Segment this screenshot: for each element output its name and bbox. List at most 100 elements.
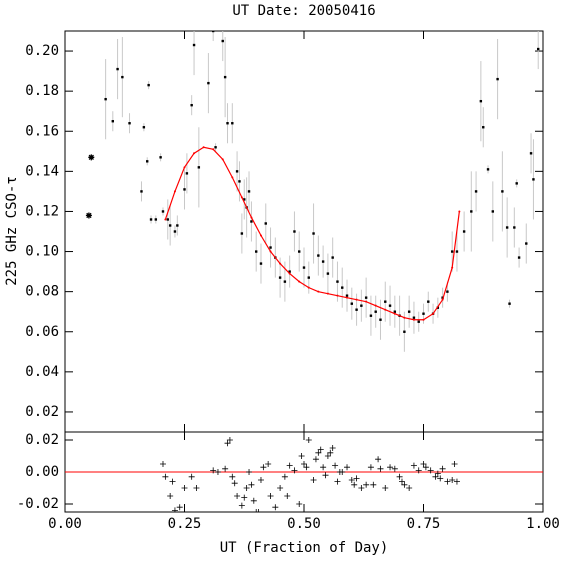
residual-point bbox=[231, 480, 238, 487]
data-point bbox=[513, 226, 516, 229]
data-point bbox=[166, 218, 169, 221]
residual-point bbox=[391, 465, 398, 472]
fit-point bbox=[384, 308, 387, 311]
residual-point bbox=[370, 481, 377, 488]
x-tick-label: 0.50 bbox=[287, 516, 321, 532]
data-point bbox=[146, 160, 149, 163]
y-tick-label: 0.08 bbox=[25, 284, 59, 300]
fit-point bbox=[279, 262, 282, 265]
data-point bbox=[374, 310, 377, 313]
residual-point bbox=[257, 477, 264, 483]
fit-point bbox=[422, 318, 425, 321]
fit-point bbox=[212, 148, 215, 151]
residual-point bbox=[434, 470, 441, 477]
data-point bbox=[427, 300, 430, 303]
residual-point bbox=[303, 464, 310, 471]
fit-point bbox=[240, 196, 243, 199]
residual-point bbox=[298, 453, 305, 459]
residual-point bbox=[427, 467, 434, 474]
data-point bbox=[446, 290, 449, 293]
data-point bbox=[474, 190, 478, 193]
data-point bbox=[154, 218, 158, 221]
residual-point bbox=[324, 453, 331, 459]
data-point bbox=[190, 103, 193, 107]
star-point bbox=[88, 154, 95, 161]
data-point bbox=[450, 250, 454, 253]
data-point bbox=[140, 190, 143, 193]
residual-point bbox=[396, 473, 403, 480]
y-tick-label: 0.20 bbox=[25, 43, 59, 59]
residual-point bbox=[377, 465, 384, 472]
data-point bbox=[278, 276, 282, 279]
residual-point bbox=[229, 473, 236, 480]
fit-point bbox=[393, 312, 396, 315]
data-point bbox=[211, 31, 215, 33]
residual-point bbox=[367, 464, 374, 471]
residual-point bbox=[327, 449, 334, 456]
x-tick-label: 0.75 bbox=[407, 516, 441, 532]
data-point bbox=[185, 172, 189, 175]
residual-point bbox=[320, 464, 327, 471]
data-point bbox=[482, 126, 485, 129]
data-point bbox=[192, 43, 196, 47]
fit-point bbox=[355, 298, 358, 301]
y-tick-label: 0.02 bbox=[25, 404, 59, 420]
x-axis-label: UT (Fraction of Day) bbox=[220, 540, 389, 556]
data-point bbox=[312, 232, 315, 235]
residual-point bbox=[353, 475, 360, 482]
fit-point bbox=[193, 152, 196, 155]
data-point bbox=[235, 170, 239, 173]
plot-area bbox=[65, 437, 543, 512]
data-point bbox=[302, 266, 306, 269]
data-point bbox=[149, 218, 153, 221]
residual-point bbox=[420, 461, 427, 467]
residual-point bbox=[398, 478, 405, 485]
chart-title: UT Date: 20050416 bbox=[232, 3, 375, 19]
residual-point bbox=[234, 493, 241, 499]
data-point bbox=[161, 210, 165, 213]
residual-point bbox=[169, 478, 176, 485]
data-point bbox=[104, 97, 107, 101]
residual-point bbox=[248, 481, 255, 488]
star-point bbox=[85, 212, 92, 219]
data-point bbox=[269, 246, 272, 249]
fit-point bbox=[259, 234, 262, 237]
residual-point bbox=[243, 485, 250, 491]
data-point bbox=[360, 304, 363, 307]
data-point bbox=[412, 316, 416, 319]
fit-point bbox=[458, 210, 461, 213]
data-point bbox=[388, 304, 392, 307]
data-point bbox=[288, 270, 291, 273]
data-point bbox=[384, 300, 387, 303]
data-point bbox=[259, 262, 263, 265]
fit-point bbox=[451, 266, 454, 269]
data-point bbox=[486, 168, 490, 171]
fit-point bbox=[441, 298, 444, 301]
data-point bbox=[250, 220, 253, 223]
data-point bbox=[231, 122, 234, 125]
residual-point bbox=[332, 462, 339, 469]
fit-point bbox=[346, 296, 349, 299]
residual-point bbox=[387, 464, 394, 471]
y-tick-label: -0.02 bbox=[17, 496, 59, 512]
y-tick-label: 0.04 bbox=[25, 364, 59, 380]
y-tick-label: 0.00 bbox=[25, 464, 59, 480]
residual-point bbox=[171, 507, 178, 512]
data-point bbox=[293, 230, 296, 233]
data-point bbox=[336, 280, 339, 283]
y-tick-label: 0.02 bbox=[25, 432, 59, 448]
residual-point bbox=[238, 502, 245, 509]
residual-point bbox=[241, 494, 248, 501]
data-point bbox=[470, 210, 473, 213]
data-point bbox=[403, 330, 406, 333]
residual-point bbox=[284, 493, 291, 499]
residual-point bbox=[415, 467, 422, 474]
residual-point bbox=[375, 456, 382, 463]
residual-point bbox=[296, 501, 303, 507]
data-point bbox=[121, 75, 124, 79]
residual-point bbox=[406, 485, 413, 491]
data-point bbox=[255, 250, 258, 253]
residual-point bbox=[214, 469, 221, 475]
fit-point bbox=[317, 290, 320, 293]
data-point bbox=[307, 276, 310, 279]
